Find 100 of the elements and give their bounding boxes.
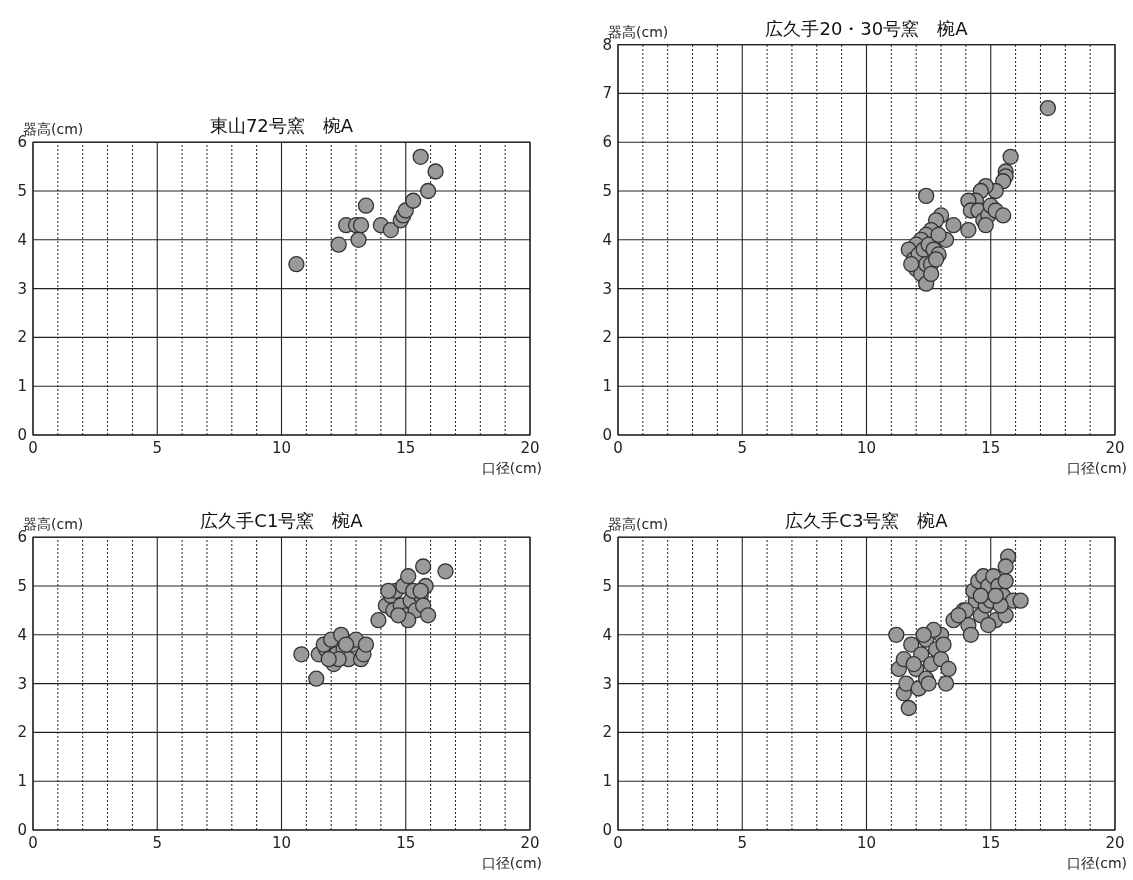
x-tick-label: 0 bbox=[28, 834, 38, 852]
y-tick-label: 4 bbox=[17, 230, 27, 249]
point bbox=[977, 217, 994, 234]
point bbox=[935, 636, 952, 653]
point bbox=[898, 675, 915, 692]
x-tick-label: 10 bbox=[856, 834, 877, 852]
x-axis-title: 口径(cm) bbox=[481, 855, 542, 871]
y-axis-title: 器高(cm) bbox=[608, 23, 669, 40]
chart-title: 東山72号窯 椀A bbox=[209, 115, 354, 137]
x-tick-label: 5 bbox=[152, 439, 163, 457]
y-tick-label: 4 bbox=[17, 625, 27, 644]
y-tick-label: 2 bbox=[17, 723, 27, 742]
point bbox=[960, 221, 977, 239]
point bbox=[308, 670, 325, 687]
point bbox=[937, 675, 955, 692]
y-tick-label: 3 bbox=[17, 674, 27, 693]
point bbox=[288, 256, 305, 273]
point bbox=[352, 217, 370, 234]
y-axis-title: 器高(cm) bbox=[23, 516, 84, 533]
point bbox=[320, 651, 337, 668]
point bbox=[917, 187, 935, 205]
point bbox=[405, 192, 422, 209]
x-tick-label: 15 bbox=[981, 834, 1001, 852]
point bbox=[400, 568, 417, 585]
x-tick-label: 5 bbox=[737, 834, 748, 852]
x-tick-label: 0 bbox=[28, 439, 38, 457]
y-tick-label: 4 bbox=[602, 230, 612, 249]
point bbox=[293, 646, 310, 663]
y-tick-label: 0 bbox=[602, 821, 612, 839]
point bbox=[940, 660, 957, 678]
y-tick-label: 2 bbox=[17, 328, 27, 347]
point bbox=[437, 563, 454, 580]
point bbox=[427, 163, 444, 180]
y-axis-title: 器高(cm) bbox=[23, 121, 84, 138]
point bbox=[370, 612, 387, 629]
point bbox=[357, 197, 375, 214]
y-tick-label: 1 bbox=[17, 377, 27, 396]
point bbox=[419, 182, 437, 200]
point bbox=[962, 626, 980, 643]
point bbox=[903, 636, 920, 653]
y-tick-label: 3 bbox=[17, 279, 27, 298]
y-tick-label: 1 bbox=[17, 772, 27, 791]
x-tick-label: 20 bbox=[1105, 439, 1125, 457]
x-tick-label: 20 bbox=[520, 439, 540, 457]
point bbox=[1002, 148, 1019, 165]
point bbox=[980, 616, 997, 634]
point bbox=[922, 265, 940, 283]
point bbox=[337, 636, 355, 653]
point bbox=[905, 655, 922, 673]
x-tick-label: 20 bbox=[520, 834, 540, 852]
point bbox=[1012, 592, 1029, 609]
y-tick-label: 0 bbox=[17, 426, 27, 444]
point bbox=[1039, 99, 1057, 117]
point bbox=[414, 558, 432, 575]
point bbox=[997, 558, 1014, 575]
y-tick-label: 2 bbox=[602, 328, 612, 347]
point bbox=[972, 587, 989, 604]
point bbox=[419, 607, 437, 624]
x-axis-title: 口径(cm) bbox=[1066, 855, 1127, 871]
x-tick-label: 0 bbox=[613, 439, 623, 457]
y-tick-label: 0 bbox=[602, 426, 612, 444]
y-axis-title: 器高(cm) bbox=[608, 516, 669, 533]
x-tick-label: 15 bbox=[396, 439, 416, 457]
chart-title: 広久手20・30号窯 椀A bbox=[765, 17, 969, 39]
y-tick-label: 6 bbox=[602, 133, 612, 152]
point bbox=[945, 217, 962, 234]
y-tick-label: 3 bbox=[602, 279, 612, 298]
chart-title: 広久手C1号窯 椀A bbox=[200, 510, 364, 532]
y-tick-label: 5 bbox=[602, 577, 612, 595]
point bbox=[997, 572, 1014, 590]
point bbox=[382, 221, 399, 239]
x-tick-label: 10 bbox=[271, 439, 292, 457]
point bbox=[330, 236, 347, 253]
x-tick-label: 20 bbox=[1105, 834, 1125, 852]
point bbox=[350, 231, 367, 248]
point bbox=[927, 251, 945, 268]
x-axis-title: 口径(cm) bbox=[481, 460, 542, 476]
x-tick-label: 0 bbox=[613, 834, 623, 852]
y-tick-label: 7 bbox=[602, 84, 612, 103]
point bbox=[390, 607, 407, 624]
y-tick-label: 3 bbox=[602, 674, 612, 693]
point bbox=[357, 636, 375, 653]
point bbox=[987, 587, 1004, 604]
point bbox=[903, 256, 920, 273]
y-tick-label: 5 bbox=[17, 182, 27, 200]
point bbox=[888, 626, 905, 643]
point bbox=[930, 226, 947, 244]
x-tick-label: 5 bbox=[737, 439, 748, 457]
point bbox=[915, 626, 932, 643]
point bbox=[900, 699, 917, 717]
y-tick-label: 2 bbox=[602, 723, 612, 742]
x-tick-label: 15 bbox=[981, 439, 1001, 457]
y-tick-label: 1 bbox=[602, 772, 612, 791]
y-tick-label: 0 bbox=[17, 821, 27, 839]
y-tick-label: 5 bbox=[602, 182, 612, 200]
point bbox=[995, 207, 1012, 224]
point bbox=[412, 582, 429, 600]
chart-title: 広久手C3号窯 椀A bbox=[785, 510, 949, 532]
x-tick-label: 5 bbox=[152, 834, 163, 852]
point bbox=[380, 582, 397, 600]
